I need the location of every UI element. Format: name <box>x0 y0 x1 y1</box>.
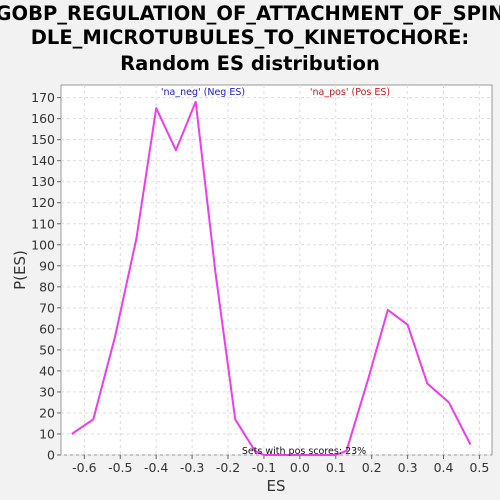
neg-es-label: 'na_neg' (Neg ES) <box>161 87 245 98</box>
y-tick-label: 130 <box>31 174 55 189</box>
x-tick-label: -0.3 <box>180 460 204 475</box>
y-tick-label: 100 <box>31 237 55 252</box>
y-tick-label: 80 <box>39 279 55 294</box>
pos-es-label: 'na_pos' (Pos ES) <box>310 87 390 98</box>
y-tick-label: 160 <box>31 111 55 126</box>
y-tick-label: 110 <box>31 216 55 231</box>
x-axis-label: ES <box>267 477 286 495</box>
chart-title: GOBP_REGULATION_OF_ATTACHMENT_OF_SPIN DL… <box>0 2 500 75</box>
x-tick-label: 0.3 <box>398 460 418 475</box>
y-tick-label: 20 <box>39 405 55 420</box>
x-tick-label: 0.4 <box>434 460 454 475</box>
x-tick-label: 0.0 <box>290 460 310 475</box>
pos-scores-label: Sets with pos scores: 23% <box>242 446 366 457</box>
y-tick-label: 60 <box>39 321 55 336</box>
series-layer <box>71 100 472 456</box>
y-tick-label: 150 <box>31 132 55 147</box>
y-tick-label: 70 <box>39 300 55 315</box>
chart-title-line-1: GOBP_REGULATION_OF_ATTACHMENT_OF_SPIN <box>0 2 500 25</box>
y-tick-label: 0 <box>47 448 55 463</box>
series-line-0 <box>71 100 472 456</box>
x-tick-label: -0.5 <box>108 460 132 475</box>
x-tick-label: -0.4 <box>144 460 168 475</box>
x-tick-label: 0.1 <box>326 460 346 475</box>
plot-area <box>60 84 493 456</box>
y-tick-label: 140 <box>31 153 55 168</box>
chart-title-line-3: Random ES distribution <box>120 52 380 75</box>
x-axis-ticks: -0.6 -0.5 -0.4 -0.3 -0.2 -0.1 0.0 0.1 0.2 0.3 0.4 0… <box>72 455 489 475</box>
y-axis-label: P(ES) <box>11 250 29 290</box>
y-axis-ticks: 0 10 20 30 40 50 60 70 80 90 100 110 120 130 140 150 160… <box>31 90 61 463</box>
y-tick-label: 40 <box>39 363 55 378</box>
y-tick-label: 90 <box>39 258 55 273</box>
y-tick-label: 120 <box>31 195 55 210</box>
grid <box>61 85 492 456</box>
x-tick-label: -0.1 <box>252 460 276 475</box>
x-tick-label: -0.2 <box>216 460 240 475</box>
y-tick-label: 10 <box>39 426 55 441</box>
y-tick-label: 170 <box>31 90 55 105</box>
y-tick-label: 30 <box>39 384 55 399</box>
chart-title-line-2: DLE_MICROTUBULES_TO_KINETOCHORE: <box>31 26 469 49</box>
x-tick-label: 0.5 <box>469 460 489 475</box>
x-tick-label: -0.6 <box>72 460 96 475</box>
x-tick-label: 0.2 <box>362 460 382 475</box>
y-tick-label: 50 <box>39 342 55 357</box>
